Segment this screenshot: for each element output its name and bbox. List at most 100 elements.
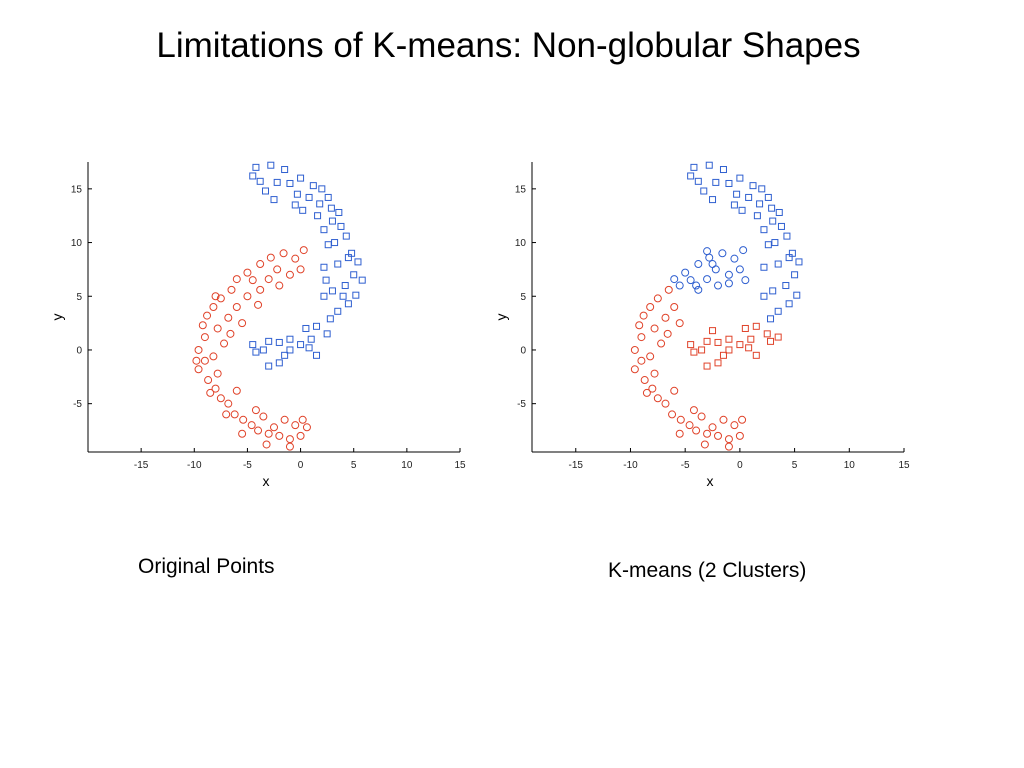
data-point-square	[281, 166, 289, 174]
x-axis-label: x	[707, 473, 714, 489]
data-point-circle	[670, 386, 679, 395]
data-point-circle	[216, 394, 225, 403]
data-point-circle	[254, 300, 263, 309]
data-point-square	[752, 322, 760, 330]
data-point-circle	[262, 440, 271, 449]
data-point-circle	[708, 423, 717, 432]
data-point-square	[337, 222, 345, 230]
data-point-square	[309, 182, 317, 190]
data-point-square	[730, 201, 738, 209]
data-point-circle	[719, 415, 728, 424]
data-point-circle	[646, 352, 655, 361]
data-point-square	[769, 217, 777, 225]
data-point-square	[791, 271, 799, 279]
data-point-square	[687, 172, 695, 180]
data-point-circle	[251, 406, 260, 415]
data-point-square	[334, 260, 342, 268]
data-point-circle	[661, 399, 670, 408]
data-point-circle	[724, 279, 733, 288]
data-point-square	[270, 196, 278, 204]
data-point-circle	[243, 268, 252, 277]
x-tick-label: 0	[737, 460, 743, 471]
x-tick-label: -15	[134, 460, 149, 471]
data-point-square	[352, 291, 360, 299]
caption-original-points: Original Points	[138, 555, 275, 578]
data-point-circle	[279, 249, 288, 258]
data-point-circle	[724, 435, 733, 444]
data-point-circle	[668, 410, 677, 419]
y-axis-label: y	[49, 314, 65, 321]
data-point-circle	[650, 324, 659, 333]
data-point-square	[774, 260, 782, 268]
data-point-circle	[256, 285, 265, 294]
data-point-square	[764, 241, 772, 249]
data-point-square	[767, 337, 775, 345]
data-point-square	[687, 341, 695, 349]
data-point-circle	[299, 246, 308, 255]
data-point-square	[339, 292, 347, 300]
data-point-circle	[653, 294, 662, 303]
data-point-square	[795, 258, 803, 266]
data-point-circle	[640, 376, 649, 385]
data-point-square	[249, 172, 257, 180]
y-tick-label: -5	[73, 399, 82, 410]
data-point-circle	[692, 281, 701, 290]
data-point-circle	[285, 442, 294, 451]
data-point-square	[749, 182, 757, 190]
data-point-circle	[694, 285, 703, 294]
y-tick-label: 0	[76, 345, 82, 356]
data-point-circle	[270, 423, 278, 432]
y-tick-label: 10	[71, 238, 83, 249]
data-point-square	[736, 174, 744, 182]
data-point-square	[771, 239, 779, 247]
data-point-square	[302, 324, 310, 332]
y-tick-label: -5	[517, 399, 526, 410]
data-point-square	[320, 292, 328, 300]
data-point-circle	[216, 294, 225, 303]
data-point-circle	[646, 303, 655, 311]
data-point-circle	[275, 431, 284, 440]
data-point-square	[769, 287, 777, 295]
data-point-square	[252, 163, 260, 171]
data-point-circle	[694, 260, 703, 269]
data-point-square	[719, 166, 727, 174]
data-point-square	[738, 206, 746, 214]
data-point-square	[314, 212, 322, 220]
data-point-square	[299, 206, 307, 214]
data-point-square	[785, 254, 793, 262]
data-point-circle	[256, 260, 265, 269]
data-point-square	[767, 315, 775, 323]
data-point-circle	[194, 365, 203, 374]
data-point-circle	[670, 303, 679, 311]
data-point-square	[334, 307, 342, 315]
data-point-circle	[689, 406, 698, 415]
x-tick-label: 5	[792, 460, 798, 471]
scatter-plot-kmeans: -15 -10 -5 0 5 10 15 -5 0 5 10 15 x y	[493, 161, 910, 489]
data-point-circle	[302, 423, 311, 432]
data-point-square	[328, 217, 336, 225]
data-point-square	[265, 337, 273, 345]
data-point-circle	[273, 265, 282, 274]
data-point-circle	[637, 333, 646, 342]
x-tick-label: -15	[569, 460, 584, 471]
x-tick-label: -5	[243, 460, 252, 471]
data-point-square	[259, 346, 267, 354]
y-axis-label: y	[493, 314, 509, 321]
data-point-square	[709, 196, 717, 204]
data-point-square	[736, 341, 744, 349]
data-point-square	[783, 232, 791, 240]
data-point-square	[305, 344, 313, 352]
data-point-circle	[741, 276, 750, 285]
data-point-circle	[724, 270, 733, 279]
x-tick-label: 15	[898, 460, 910, 471]
data-point-circle	[642, 388, 651, 397]
data-point-square	[326, 315, 334, 323]
data-point-square	[745, 344, 753, 352]
data-point-circle	[224, 399, 233, 408]
x-tick-label: 10	[401, 460, 413, 471]
data-point-square	[358, 276, 366, 284]
data-point-circle	[648, 384, 657, 393]
data-point-circle	[681, 268, 690, 277]
data-point-circle	[204, 376, 213, 385]
data-point-square	[752, 351, 760, 359]
